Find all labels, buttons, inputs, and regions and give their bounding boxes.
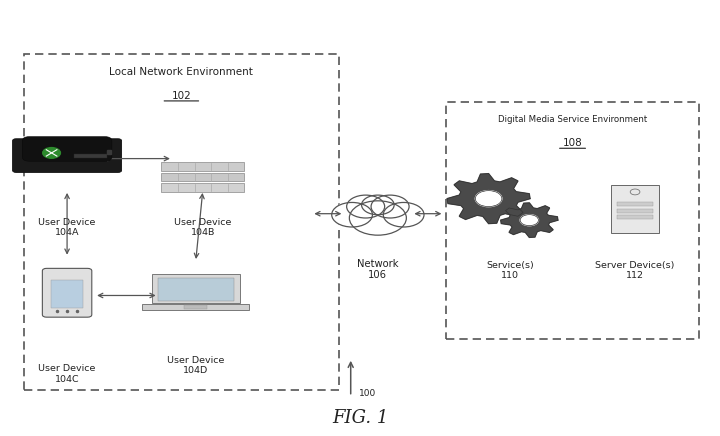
Polygon shape	[447, 174, 530, 224]
FancyBboxPatch shape	[161, 183, 244, 192]
Polygon shape	[500, 203, 558, 237]
Circle shape	[520, 215, 539, 226]
Circle shape	[42, 147, 60, 158]
Circle shape	[332, 202, 372, 227]
Text: Service(s)
110: Service(s) 110	[486, 261, 534, 280]
FancyBboxPatch shape	[143, 303, 249, 310]
Text: Network
106: Network 106	[357, 259, 399, 280]
Text: User Device
104B: User Device 104B	[174, 218, 232, 237]
Text: 108: 108	[562, 138, 582, 148]
FancyBboxPatch shape	[12, 139, 122, 172]
Circle shape	[346, 195, 384, 218]
FancyBboxPatch shape	[617, 209, 653, 213]
Text: 100: 100	[359, 389, 376, 398]
Text: FIG. 1: FIG. 1	[332, 409, 388, 427]
FancyBboxPatch shape	[152, 274, 240, 303]
Text: User Device
104D: User Device 104D	[167, 356, 225, 375]
FancyBboxPatch shape	[611, 185, 660, 233]
Text: Server Device(s)
112: Server Device(s) 112	[595, 261, 675, 280]
FancyBboxPatch shape	[617, 215, 653, 219]
FancyBboxPatch shape	[42, 269, 91, 317]
Text: Local Network Environment: Local Network Environment	[109, 67, 253, 77]
Circle shape	[371, 195, 409, 218]
Text: User Device
104A: User Device 104A	[38, 218, 96, 237]
FancyBboxPatch shape	[22, 136, 112, 161]
Circle shape	[349, 201, 406, 235]
FancyBboxPatch shape	[161, 173, 244, 181]
Text: User Device
104C: User Device 104C	[38, 364, 96, 384]
Circle shape	[475, 191, 502, 207]
FancyBboxPatch shape	[158, 278, 234, 300]
FancyBboxPatch shape	[617, 202, 653, 206]
Circle shape	[361, 195, 394, 215]
Text: Digital Media Service Environment: Digital Media Service Environment	[498, 115, 647, 124]
FancyBboxPatch shape	[161, 162, 244, 171]
FancyBboxPatch shape	[51, 280, 83, 308]
FancyBboxPatch shape	[184, 305, 207, 309]
Circle shape	[383, 202, 424, 227]
FancyBboxPatch shape	[73, 154, 107, 158]
Text: 102: 102	[171, 91, 192, 101]
